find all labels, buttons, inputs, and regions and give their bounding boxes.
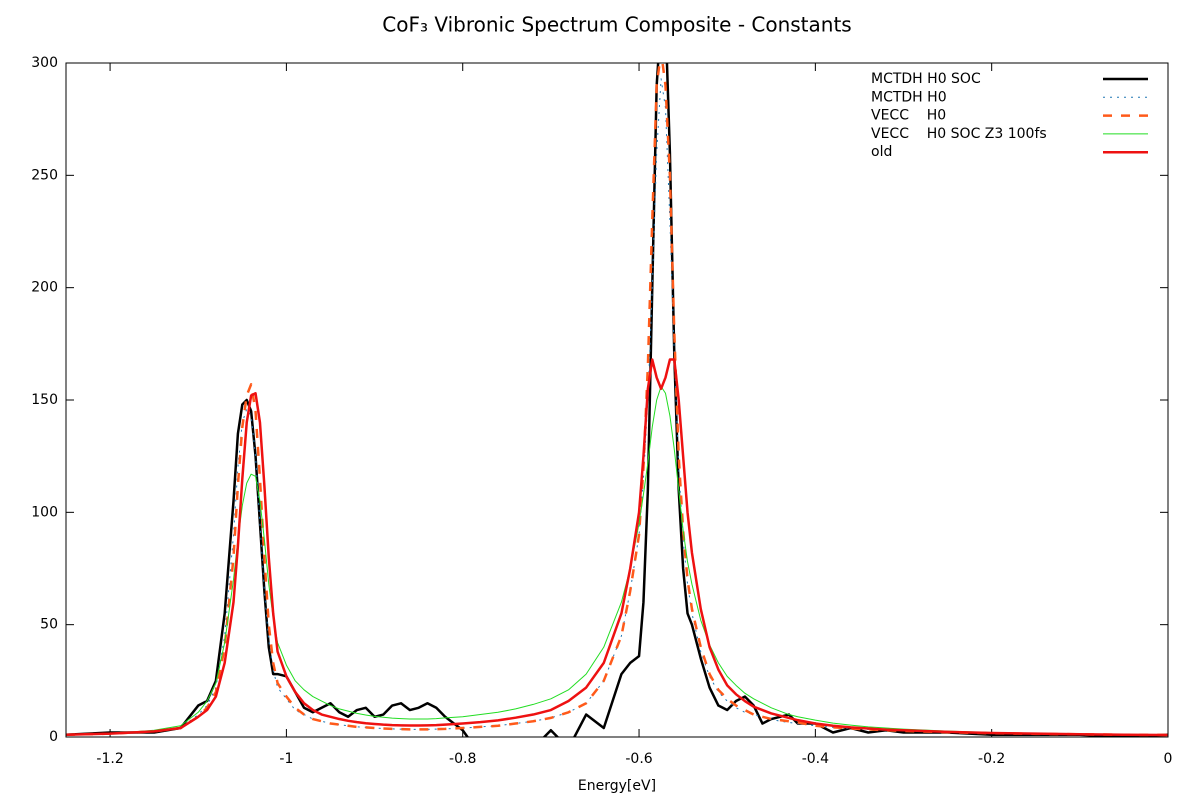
x-tick-label: -1 (279, 751, 293, 767)
series-line (66, 358, 1168, 737)
y-tick-label: 0 (49, 729, 58, 745)
series-line (66, 63, 1168, 737)
x-tick-label: -0.8 (449, 751, 476, 767)
x-tick-label: -0.4 (802, 751, 829, 767)
series-line (66, 386, 1168, 736)
x-tick-label: -0.6 (625, 751, 652, 767)
chart-title: CoF₃ Vibronic Spectrum Composite - Const… (382, 13, 851, 37)
series-line (66, 78, 1168, 736)
y-tick-label: 300 (31, 55, 58, 71)
y-tick-label: 50 (40, 617, 58, 633)
legend-label: VECC H0 SOC Z3 100fs (871, 126, 1047, 142)
legend-label: MCTDH H0 SOC (871, 71, 981, 87)
y-tick-label: 200 (31, 280, 58, 296)
legend-label: MCTDH H0 (871, 89, 947, 105)
x-tick-label: 0 (1164, 751, 1173, 767)
y-tick-label: 250 (31, 167, 58, 183)
x-tick-label: -1.2 (96, 751, 123, 767)
legend: MCTDH H0 SOC MCTDH H0 VECC H0 VECC H0 SOC Z… (871, 71, 1148, 160)
plot-frame (65, 62, 1169, 738)
series-line (66, 63, 1168, 737)
plot-area (66, 63, 1168, 737)
ticks: 0 50 100 150 200 250 300 -1.2 -1 -0.8 -0.6 -0.4 -0.2… (31, 55, 1172, 767)
legend-label: VECC H0 (871, 108, 946, 124)
x-tick-label: -0.2 (978, 751, 1005, 767)
legend-label: old (871, 144, 892, 160)
x-axis-label: Energy[eV] (578, 778, 656, 794)
y-tick-label: 150 (31, 392, 58, 408)
y-tick-label: 100 (31, 504, 58, 520)
